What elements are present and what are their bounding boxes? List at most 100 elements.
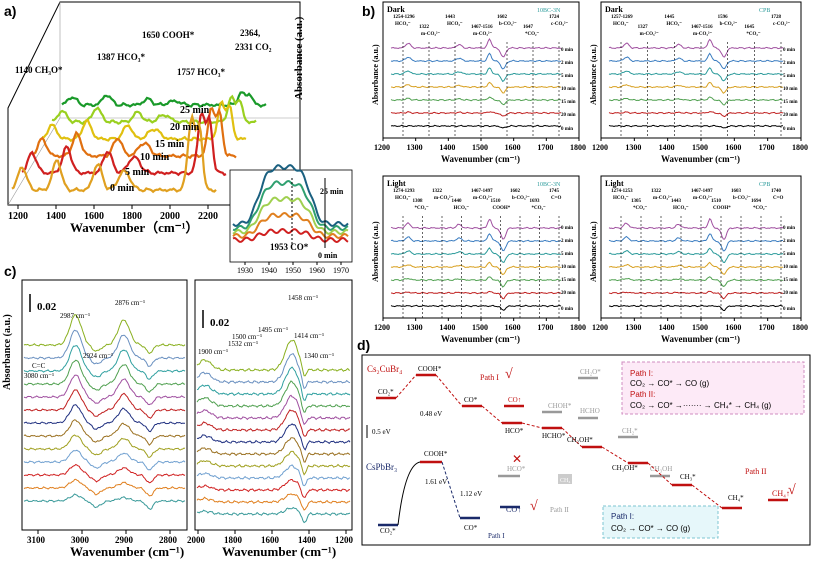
b-ann-species: m-CO₃²⁻ [473,195,492,201]
b-subpanel-2: Dark CPB 20 min 15 min 10 min 5 min 2 min 0 min… [589,1,808,164]
d-cu-ch4up-label: CH₄↑ [772,489,790,498]
b-ann-value: 1467-1497 [691,189,713,194]
c-left-trace [23,329,186,367]
a-xtick-label: 1400 [46,211,66,222]
b-ann-species: b-CO₃²⁻ [733,195,751,201]
a-series-25-min [11,112,217,194]
b-time-label: 10 min [783,265,798,270]
b-trace [608,111,784,118]
b-time-label: 20 min [783,291,798,296]
b-xtick-label: 1400 [659,323,675,332]
a-xtick-label: 2200 [198,211,218,222]
b-xtick-label: 1200 [374,143,390,152]
b-xtick-label: 1800 [792,143,808,152]
b-ann-value: 1308 [413,199,424,204]
inset-tick-label: 1960 [309,266,325,275]
b-trace [608,247,784,264]
c-ann-2987: 2987 cm⁻¹ [60,312,90,320]
d-cu-d8 [691,484,723,509]
b-ann-value: 1467-1516 [471,25,493,30]
c-right-tick-label: 1800 [224,535,243,545]
inset-top: 25 min [320,187,344,196]
b-time-label: 15 min [783,100,798,105]
d-cu-hcho-label: HCHO* [542,432,566,440]
b-sample: 10BC-3N [537,182,561,188]
c-right-tick-label: 2000 [187,535,206,545]
a-time-0: 0 min [110,183,135,194]
b-time-label: 0 min [561,226,573,231]
b-time-label: 5 min [561,252,573,257]
inset-tick-label: 1970 [333,266,349,275]
b-ann-species: HCO₃⁻ [613,22,629,27]
b-time-label: 0 min [561,48,573,53]
b-ann-value: 1274-1253 [611,189,633,194]
c-left-trace [23,463,186,484]
3d-box-back [59,2,300,119]
d-cu-d1 [395,374,417,399]
b-time-label: 10 min [561,265,576,270]
b-trace [390,233,562,252]
b-xtick-label: 1800 [570,323,586,332]
a-series-20-min [21,110,227,177]
b-trace [608,276,784,287]
b-ylabel: Absorbance (a.u.) [371,44,380,105]
d-cu-name: Cs₂CuBr₄ [367,364,402,374]
b-ann-value: 1254-1296 [393,15,415,20]
d-cu-d7 [647,462,673,486]
c-ylabel: Absorbance (a.u.) [2,314,13,390]
c-ann-1500: 1500 cm⁻¹ [232,333,262,341]
b-ann-value: 1257-1269 [611,15,633,20]
c-left-tick-label: 3100 [27,535,46,545]
d-pb-ch4-box [558,474,572,484]
d-cu-ch2-label: CH₂* [622,427,638,435]
b-xtick-label: 1300 [625,323,641,332]
b-xtick-label: 1600 [725,143,741,152]
b-time-label: 15 min [783,278,798,283]
b-ann-value: 1467-1497 [471,189,493,194]
d-legend-top [621,361,805,415]
c-left-trace [23,374,186,406]
b-ylabel: Absorbance (a.u.) [589,221,598,282]
b-ann-species: m-CO₃²⁻ [653,195,672,201]
b-ann-species: *CO₂⁻ [633,206,647,211]
b-time-label: 2 min [783,61,795,66]
panel-b: b) Dark 10BC-3N 20 min 15 min 10 min 5 min 2 m… [362,1,808,344]
b-xtick-label: 1200 [592,323,608,332]
inset-series [232,164,349,228]
d-cu-barrier: 0.48 eV [420,410,442,418]
panel-a-label: a) [4,3,16,19]
b-ann-species: m-CO₃²⁻ [421,31,440,37]
b-ann-species: *CO₂⁻ [753,206,767,211]
c-left-trace [23,434,186,458]
c-right-trace [196,380,350,413]
b-ann-value: 1510 [711,199,722,204]
b-time-label: 10 min [783,87,798,92]
inset-traces [232,164,349,248]
b-time-label-0: 0 min [783,127,795,132]
c-ann-1458: 1458 cm⁻¹ [288,294,318,302]
b-ann-species: *CO₂⁻ [415,206,429,211]
c-right-trace [196,450,351,476]
b-xtick-label: 1400 [439,323,455,332]
b-subpanel-4: Light CPB 20 min 15 min 10 min 5 min 2 min 0 mi… [589,175,808,344]
inset-series [232,179,349,232]
b-trace [608,52,783,70]
c-right-trace [197,409,351,437]
b-xtick-label: 1300 [407,143,423,152]
b-ann-value: 1443 [671,199,682,204]
b-time-label: 20 min [783,113,798,118]
a-time-15: 15 min [155,139,185,150]
c-right-trace [196,437,351,463]
a-ann-1140: 1140 CH₃O* [15,65,63,75]
c-right-trace [196,352,351,390]
inset-series [232,227,349,244]
a-time-20: 20 min [170,122,200,133]
d-pb-cooh-label: COOH* [424,450,448,458]
d-legend-bottom-l2: CO₂ → CO* → CO (g) [611,524,690,533]
d-cu-co2-label: CO₂* [378,388,394,396]
c-ann-1532: 1532 cm⁻¹ [228,340,258,348]
c-right-trace [196,394,351,426]
d-cu-ch2o-label: CH₂O* [580,368,601,376]
c-right-tick-label: 1400 [298,535,317,545]
b-trace [608,81,784,94]
